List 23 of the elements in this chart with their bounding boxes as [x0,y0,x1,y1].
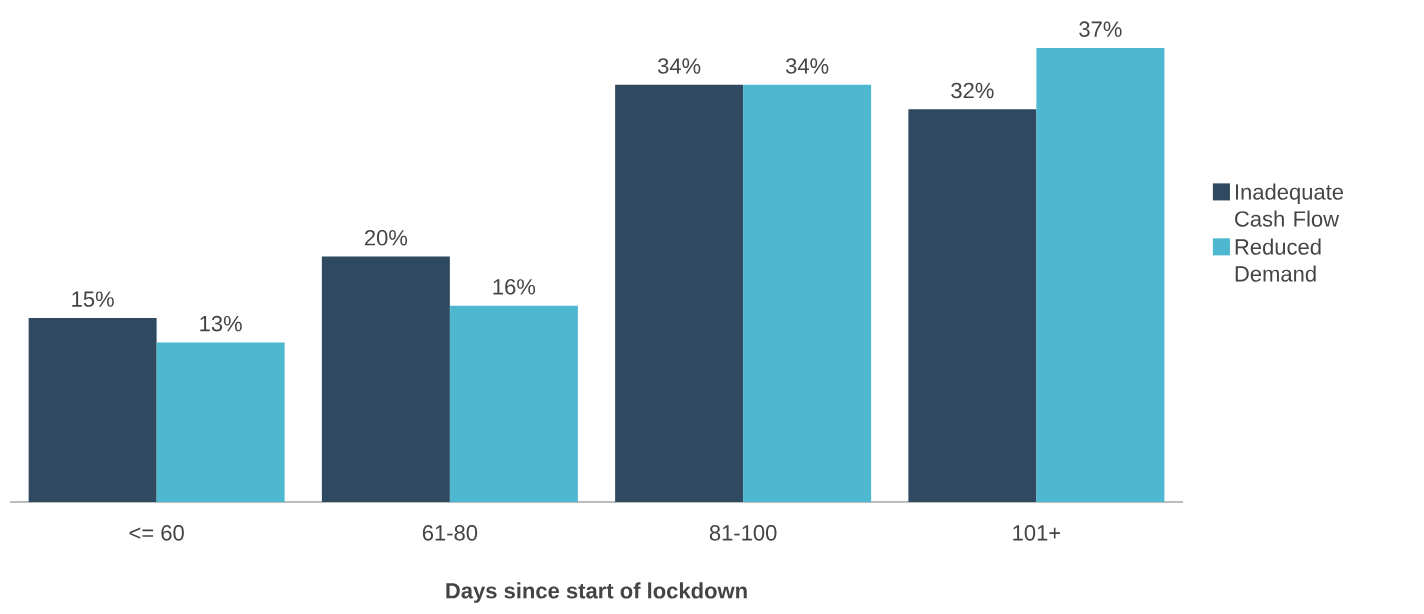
legend-label: Reduced Demand [1235,238,1321,282]
x-tick-label: 61-80 [422,525,478,541]
bar [615,84,744,502]
x-tick-label: <= 60 [129,525,184,541]
data-label: 34% [785,58,829,74]
bar [156,342,285,502]
bar [449,305,578,502]
x-axis-title: Days since start of lockdown [446,582,747,603]
bar [28,317,157,502]
data-label: 13% [200,315,242,332]
data-label: 37% [1079,21,1122,37]
legend-label: Inadequate Cash Flow [1235,183,1344,227]
x-tick-label: 81-100 [709,525,777,541]
bar [908,109,1037,502]
bar [1036,47,1165,502]
bar [321,256,450,502]
bar [743,84,872,502]
data-label: 15% [72,291,114,307]
data-label: 34% [657,58,701,74]
data-label: 16% [493,279,536,295]
data-label: 20% [364,229,408,246]
x-tick-label: 101+ [1013,525,1061,541]
data-label: 32% [951,82,994,99]
